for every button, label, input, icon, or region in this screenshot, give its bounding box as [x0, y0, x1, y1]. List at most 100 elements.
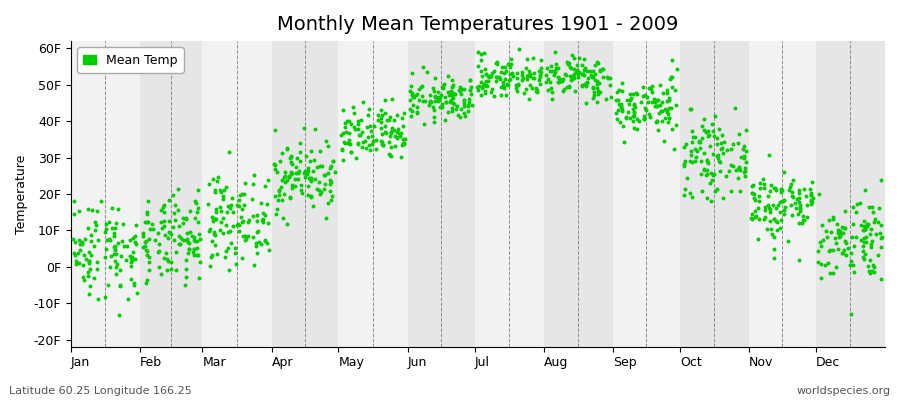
Point	[299, 153, 313, 159]
Point	[428, 74, 442, 81]
Point	[388, 143, 402, 150]
Point	[543, 79, 557, 86]
Point	[737, 152, 751, 159]
Point	[849, 209, 863, 215]
Point	[872, 204, 886, 211]
Point	[301, 164, 315, 171]
Point	[764, 182, 778, 189]
Point	[760, 192, 775, 199]
Point	[485, 70, 500, 76]
Point	[608, 96, 623, 103]
Point	[701, 132, 716, 138]
Point	[616, 139, 631, 145]
Point	[745, 181, 760, 188]
Point	[107, 230, 122, 236]
Point	[248, 171, 262, 178]
Point	[90, 266, 104, 272]
Point	[519, 64, 534, 71]
Point	[586, 88, 600, 95]
Point	[430, 89, 445, 95]
Point	[804, 201, 818, 207]
Point	[726, 141, 741, 148]
Point	[426, 104, 440, 110]
Point	[615, 80, 629, 86]
Point	[193, 258, 207, 265]
Point	[67, 198, 81, 205]
Point	[596, 73, 610, 80]
Point	[770, 227, 785, 233]
Point	[128, 233, 142, 239]
Point	[729, 166, 743, 173]
Point	[246, 213, 260, 220]
Point	[342, 137, 356, 143]
Bar	[613, 41, 680, 347]
Point	[256, 210, 270, 216]
Point	[382, 117, 397, 123]
Point	[306, 168, 320, 174]
Point	[610, 107, 625, 114]
Point	[351, 140, 365, 147]
Point	[86, 207, 100, 213]
Point	[523, 71, 537, 78]
Point	[343, 141, 357, 147]
Point	[202, 228, 216, 234]
Point	[757, 184, 771, 191]
Point	[415, 93, 429, 100]
Bar	[202, 41, 272, 347]
Point	[738, 168, 752, 174]
Point	[836, 225, 850, 231]
Point	[122, 253, 137, 260]
Point	[341, 140, 356, 146]
Point	[688, 158, 702, 164]
Point	[518, 86, 533, 93]
Point	[108, 246, 122, 253]
Point	[148, 237, 162, 243]
Point	[83, 283, 97, 290]
Point	[205, 218, 220, 224]
Point	[859, 239, 873, 245]
Point	[157, 223, 171, 229]
Point	[140, 277, 155, 284]
Point	[179, 274, 194, 280]
Point	[167, 202, 182, 208]
Point	[205, 252, 220, 258]
Point	[676, 192, 690, 198]
Point	[272, 187, 286, 194]
Point	[157, 209, 171, 216]
Point	[157, 218, 171, 224]
Point	[698, 166, 712, 172]
Point	[691, 139, 706, 146]
Point	[173, 240, 187, 247]
Point	[684, 139, 698, 146]
Point	[652, 82, 667, 88]
Point	[186, 246, 201, 252]
Point	[787, 177, 801, 183]
Point	[411, 85, 426, 92]
Point	[223, 228, 238, 234]
Point	[237, 190, 251, 197]
Point	[385, 127, 400, 134]
Point	[546, 72, 561, 78]
Point	[868, 216, 882, 222]
Point	[777, 206, 791, 213]
Point	[569, 69, 583, 75]
Point	[374, 138, 388, 144]
Point	[737, 169, 751, 175]
Point	[403, 106, 418, 112]
Point	[326, 158, 340, 164]
Point	[699, 156, 714, 163]
Point	[247, 262, 261, 268]
Point	[189, 200, 203, 206]
Point	[836, 230, 850, 236]
Point	[823, 270, 837, 276]
Point	[603, 75, 617, 81]
Point	[72, 208, 86, 214]
Point	[206, 215, 220, 221]
Point	[325, 193, 339, 199]
Point	[731, 140, 745, 147]
Point	[767, 216, 781, 222]
Point	[791, 190, 806, 196]
Point	[710, 135, 724, 141]
Point	[393, 133, 408, 139]
Point	[235, 219, 249, 225]
